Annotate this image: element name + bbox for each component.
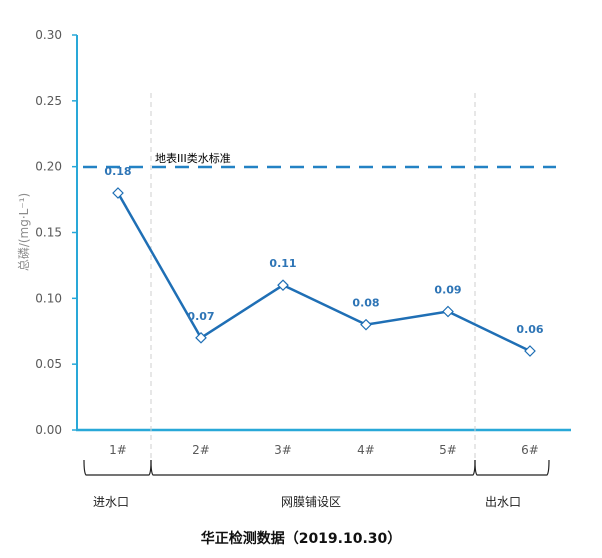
zone-label-membrane: 网膜铺设区 xyxy=(281,495,341,509)
y-tick-label: 0.10 xyxy=(35,291,62,305)
data-markers xyxy=(112,187,536,357)
x-category-label: 4# xyxy=(357,443,375,457)
data-label: 0.07 xyxy=(187,310,214,323)
diamond-marker xyxy=(195,331,207,344)
zone-bracket-inlet xyxy=(83,459,152,476)
zone-bracket-outlet xyxy=(474,459,550,476)
data-label: 0.09 xyxy=(434,284,461,297)
y-tick-label: 0.15 xyxy=(35,226,62,240)
y-axis-title: 总磷/(mg·L⁻¹) xyxy=(16,193,31,271)
data-label: 0.18 xyxy=(104,165,131,178)
x-category-label: 3# xyxy=(274,443,292,457)
zone-label-inlet: 进水口 xyxy=(93,495,129,509)
diamond-marker xyxy=(112,187,124,199)
data-label: 0.11 xyxy=(269,257,296,270)
diamond-marker xyxy=(524,345,536,357)
x-category-label: 6# xyxy=(521,443,539,457)
y-tick-label: 0.25 xyxy=(35,94,62,108)
x-category-label: 1# xyxy=(109,443,127,457)
data-labels: 0.18 0.07 0.11 0.08 0.09 0.06 xyxy=(104,165,543,336)
zone-label-outlet: 出水口 xyxy=(485,495,521,509)
x-axis-categories: 1# 2# 3# 4# 5# 6# xyxy=(109,443,539,457)
diamond-marker xyxy=(277,279,289,292)
data-label: 0.08 xyxy=(352,297,379,310)
x-category-label: 5# xyxy=(439,443,457,457)
y-tick-label: 0.20 xyxy=(35,160,62,174)
y-tick-label: 0.30 xyxy=(35,28,62,42)
x-category-label: 2# xyxy=(192,443,210,457)
y-axis-ticks: 0.00 0.05 0.10 0.15 0.20 0.25 0.30 xyxy=(35,28,77,437)
data-label: 0.06 xyxy=(516,323,543,336)
standard-reference-label: 地表III类水标准 xyxy=(155,151,231,165)
series-line xyxy=(116,192,531,353)
chart-title: 华正检测数据（2019.10.30） xyxy=(201,530,402,547)
diamond-marker xyxy=(442,305,454,318)
diamond-marker xyxy=(360,318,372,331)
y-tick-label: 0.05 xyxy=(35,357,62,371)
zone-bracket-membrane xyxy=(150,459,476,476)
y-tick-label: 0.00 xyxy=(35,423,62,437)
